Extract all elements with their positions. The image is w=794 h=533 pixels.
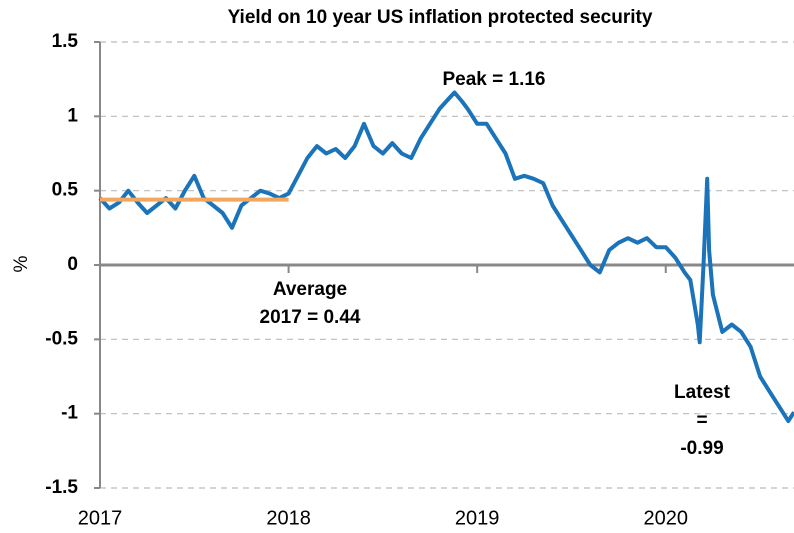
x-tick-label: 2017 [78, 507, 123, 529]
annotation: Peak = 1.16 [442, 69, 545, 90]
y-tick-label: 0 [67, 254, 78, 275]
x-tick-label: 2020 [644, 507, 689, 529]
annotation: = [696, 410, 707, 431]
yield-line [98, 90, 794, 424]
y-tick-label: 1.5 [52, 31, 79, 52]
x-tick-label: 2019 [455, 507, 500, 529]
annotation: Average [273, 279, 347, 300]
y-tick-label: -0.5 [45, 328, 78, 349]
annotation: 2017 = 0.44 [260, 307, 361, 328]
y-tick-label: -1 [61, 403, 78, 424]
y-axis-label: % [11, 255, 32, 272]
x-tick-label: 2018 [266, 507, 311, 529]
annotation: Latest [674, 382, 731, 403]
chart-title: Yield on 10 year US inflation protected … [228, 7, 653, 28]
annotation: -0.99 [680, 438, 723, 459]
y-tick-label: -1.5 [45, 477, 78, 498]
y-tick-label: 1 [67, 105, 78, 126]
y-tick-label: 0.5 [52, 180, 79, 201]
